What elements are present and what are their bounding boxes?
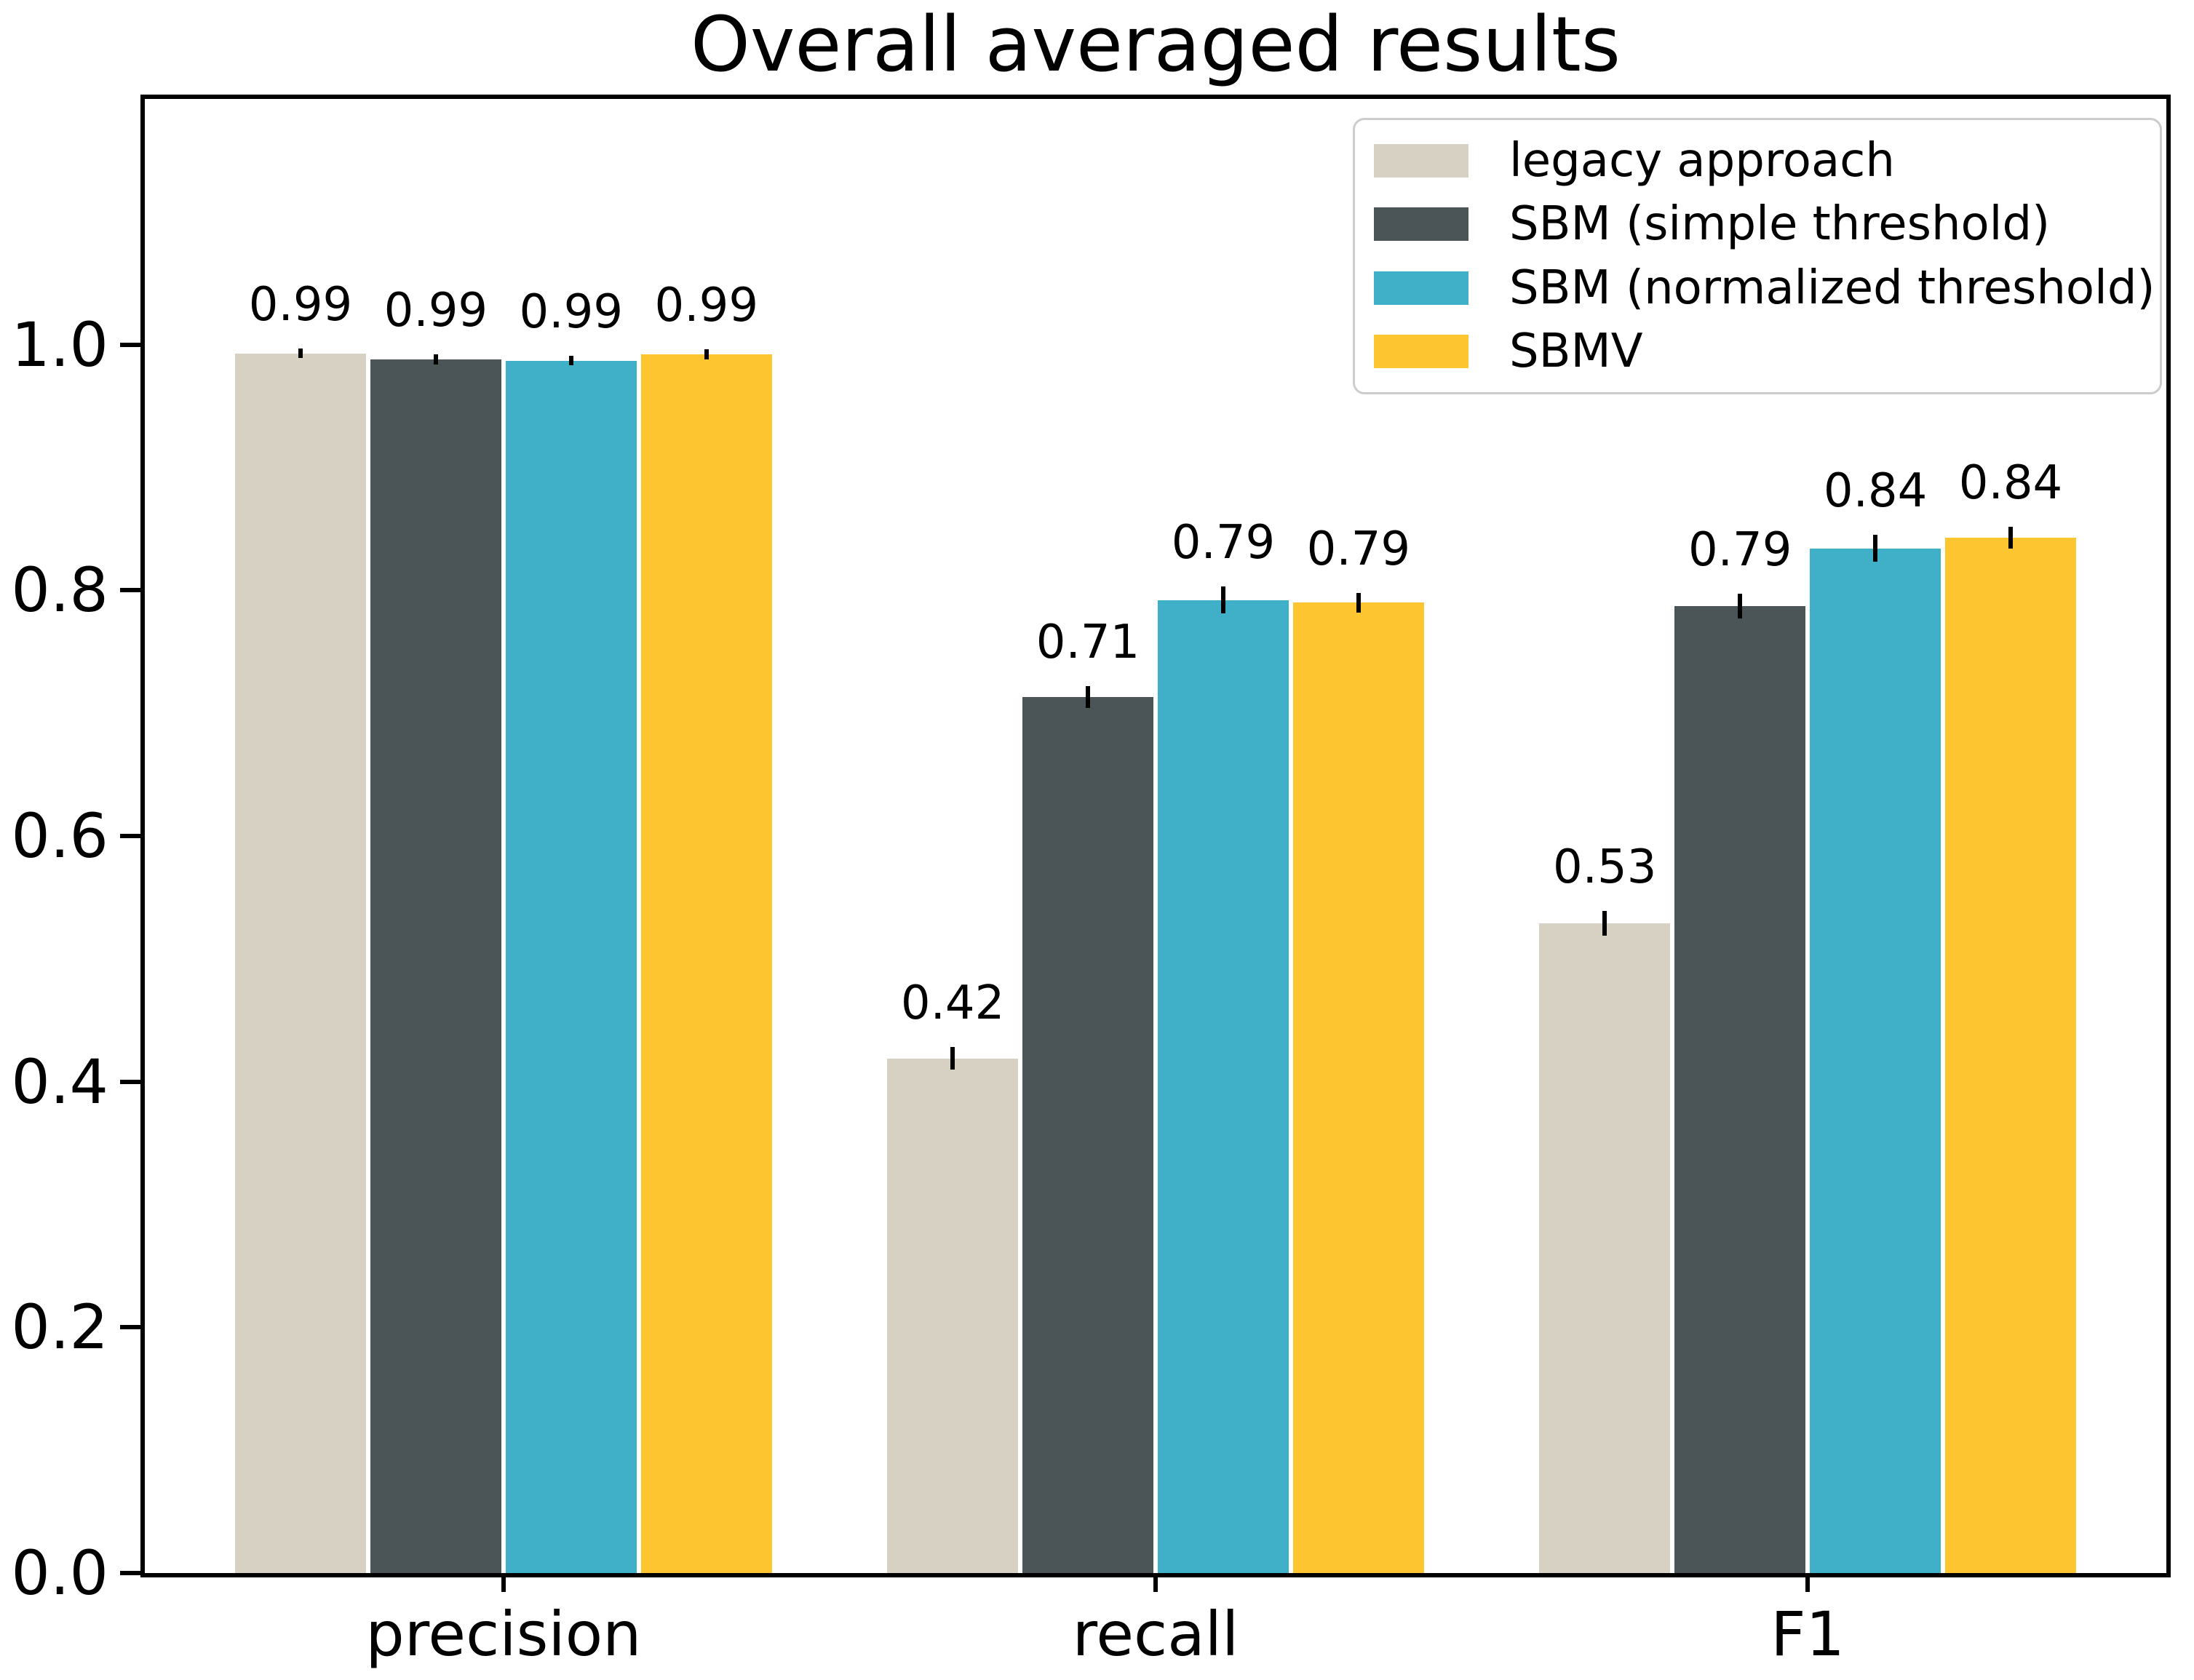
error-bar-sbm-normalized-threshold-precision [568, 355, 573, 366]
y-tick-label-0-2: 0.2 [11, 1291, 108, 1363]
legend-label: SBM (normalized threshold) [1509, 260, 2155, 315]
bar-sbm-simple-threshold-recall [1022, 697, 1154, 1573]
bar-sbm-normalized-threshold-recall [1157, 600, 1289, 1573]
value-label-sbm-normalized-threshold-precision: 0.99 [519, 284, 624, 339]
value-label-legacy-approach-f1: 0.53 [1552, 840, 1657, 894]
value-label-sbmv-precision: 0.99 [654, 279, 759, 333]
bar-sbmv-recall [1292, 602, 1424, 1573]
legend-label: SBM (simple threshold) [1509, 197, 2051, 252]
legend-swatch-sbmv [1374, 335, 1468, 369]
error-bar-sbm-simple-threshold-recall [1086, 686, 1090, 709]
bar-sbm-normalized-threshold-f1 [1810, 548, 1941, 1573]
value-label-sbm-normalized-threshold-f1: 0.84 [1823, 464, 1928, 519]
error-bar-legacy-approach-f1 [1602, 911, 1607, 936]
error-bar-sbm-simple-threshold-f1 [1738, 594, 1743, 619]
legend-item: SBMV [1374, 328, 2160, 375]
y-tick-0-2 [120, 1325, 140, 1330]
value-label-legacy-approach-precision: 0.99 [248, 277, 353, 332]
error-bar-legacy-approach-recall [950, 1047, 955, 1070]
y-tick-0-8 [120, 588, 140, 593]
x-tick-label-precision: precision [365, 1599, 642, 1670]
error-bar-sbm-normalized-threshold-f1 [1873, 535, 1878, 562]
value-label-sbm-simple-threshold-recall: 0.71 [1036, 616, 1140, 669]
value-label-sbm-simple-threshold-f1: 0.79 [1688, 523, 1792, 578]
legend-swatch-sbm-normalized-threshold [1374, 271, 1468, 305]
bar-sbmv-f1 [1945, 537, 2077, 1573]
bar-legacy-approach-precision [234, 353, 366, 1573]
y-tick-0-0 [120, 1571, 140, 1575]
bar-sbmv-precision [640, 354, 772, 1573]
value-label-sbm-normalized-threshold-recall: 0.79 [1171, 516, 1276, 570]
value-label-sbmv-recall: 0.79 [1306, 522, 1411, 576]
y-tick-label-0-6: 0.6 [11, 800, 108, 872]
error-bar-sbmv-recall [1356, 592, 1361, 613]
y-tick-label-0-8: 0.8 [11, 554, 108, 626]
y-tick-0-6 [120, 834, 140, 838]
error-bar-sbm-normalized-threshold-recall [1221, 586, 1225, 614]
x-tick-f1 [1805, 1573, 1811, 1592]
error-bar-legacy-approach-precision [298, 348, 303, 359]
value-label-legacy-approach-recall: 0.42 [900, 976, 1005, 1031]
bar-legacy-approach-recall [887, 1058, 1019, 1573]
error-bar-sbmv-precision [704, 349, 709, 359]
error-bar-sbmv-f1 [2008, 526, 2013, 549]
legend-item: SBM (normalized threshold) [1374, 265, 2160, 311]
legend-label: legacy approach [1509, 133, 1895, 188]
y-tick-0-4 [120, 1079, 140, 1084]
y-tick-label-0-0: 0.0 [11, 1537, 108, 1609]
x-tick-precision [501, 1573, 506, 1592]
y-tick-1-0 [120, 342, 140, 347]
legend-swatch-sbm-simple-threshold [1374, 207, 1468, 242]
legend-swatch-legacy-approach [1374, 143, 1468, 178]
x-tick-label-recall: recall [1072, 1599, 1239, 1670]
y-tick-label-1-0: 1.0 [11, 308, 108, 381]
legend-item: legacy approach [1374, 138, 2160, 184]
bar-sbm-normalized-threshold-precision [505, 360, 637, 1573]
value-label-sbmv-f1: 0.84 [1958, 455, 2063, 510]
plot-area: 0.99 0.99 0.99 0.99 0.42 0.71 0.79 0.79 0.53 0.79… [11, 95, 2171, 1668]
y-tick-label-0-4: 0.4 [11, 1046, 108, 1118]
bar-sbm-simple-threshold-f1 [1674, 606, 1806, 1573]
chart-title: Overall averaged results [691, 0, 1621, 89]
legend-item: SBM (simple threshold) [1374, 201, 2160, 247]
error-bar-sbm-simple-threshold-precision [433, 354, 438, 365]
legend-label: SBMV [1509, 325, 1643, 379]
x-tick-label-f1: F1 [1770, 1599, 1845, 1670]
legend: legacy approach SBM (simple threshold) S… [1353, 118, 2162, 394]
value-label-sbm-simple-threshold-precision: 0.99 [383, 284, 488, 338]
bar-sbm-simple-threshold-precision [370, 359, 501, 1573]
bar-legacy-approach-f1 [1539, 923, 1671, 1573]
x-tick-recall [1153, 1573, 1158, 1592]
